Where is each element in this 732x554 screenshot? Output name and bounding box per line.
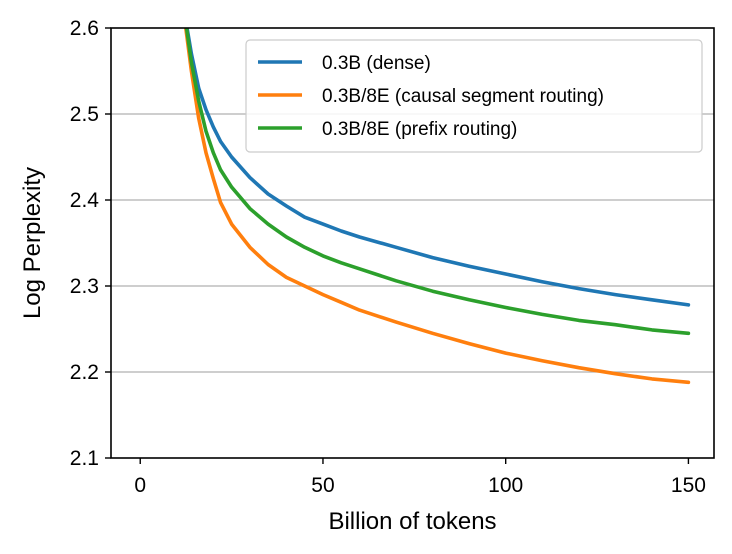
legend-label: 0.3B/8E (causal segment routing) xyxy=(322,86,604,107)
x-axis-title: Billion of tokens xyxy=(328,508,496,535)
y-tick-label: 2.3 xyxy=(70,275,99,298)
series-line xyxy=(184,28,691,336)
x-tick-label: 150 xyxy=(671,474,706,497)
plot-frame xyxy=(110,27,715,459)
ticks-layer: 2.1 2.2 2.3 2.4 2.5 2.6 0 50 100 150 xyxy=(70,17,706,497)
series-line xyxy=(185,28,691,307)
x-tick-label: 50 xyxy=(311,474,334,497)
legend-label: 0.3B (dense) xyxy=(322,53,431,74)
grid-layer xyxy=(111,113,714,373)
legend-box xyxy=(245,39,703,153)
x-tick-label: 100 xyxy=(488,474,523,497)
series-line xyxy=(183,28,691,385)
x-tick-label: 0 xyxy=(134,474,146,497)
y-tick-label: 2.2 xyxy=(70,361,99,384)
y-tick-label: 2.6 xyxy=(70,17,99,40)
legend-label: 0.3B/8E (prefix routing) xyxy=(322,119,517,140)
legend: 0.3B (dense) 0.3B/8E (causal segment rout… xyxy=(245,39,703,153)
series-layer xyxy=(183,28,691,385)
y-tick-label: 2.5 xyxy=(70,103,99,126)
y-axis-title: Log Perplexity xyxy=(19,167,46,319)
y-tick-label: 2.1 xyxy=(70,447,99,470)
y-tick-label: 2.4 xyxy=(70,189,100,212)
